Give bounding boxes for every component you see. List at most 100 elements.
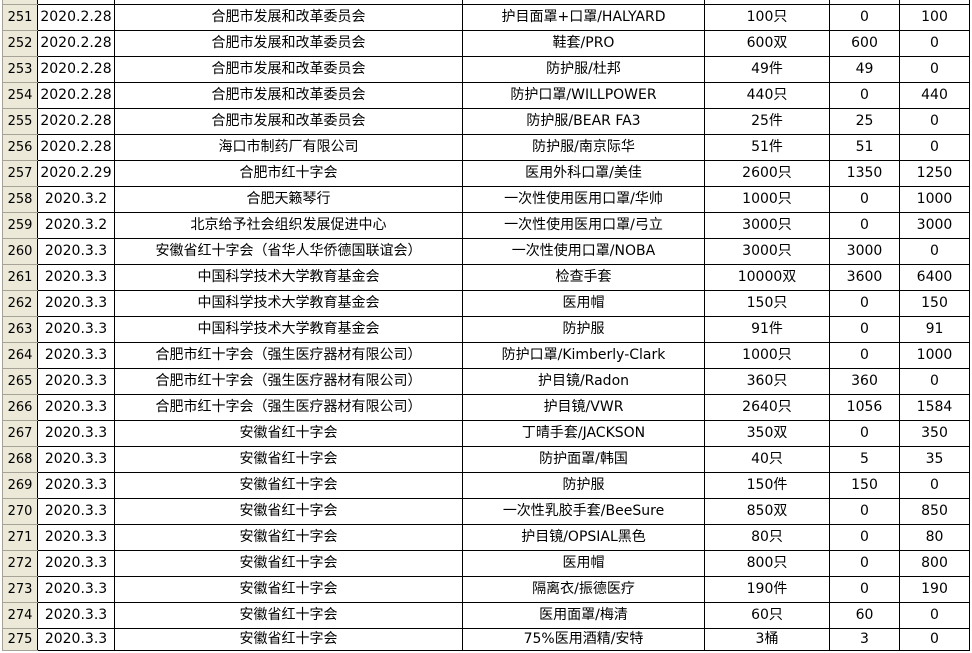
row-number-cell[interactable]: 254 <box>2 81 38 109</box>
date-cell[interactable]: 2020.2.28 <box>37 55 115 83</box>
date-cell[interactable]: 2020.2.28 <box>37 29 115 57</box>
count-a-cell[interactable]: 5 <box>829 445 900 473</box>
item-cell[interactable]: 护目镜/Radon <box>462 367 705 395</box>
count-a-cell[interactable]: 0 <box>829 81 900 109</box>
date-cell[interactable]: 2020.3.3 <box>37 289 115 317</box>
count-a-cell[interactable]: 0 <box>829 549 900 577</box>
quantity-cell[interactable]: 100只 <box>704 3 830 31</box>
count-a-cell[interactable]: 0 <box>829 419 900 447</box>
row-number-cell[interactable]: 270 <box>2 497 38 525</box>
item-cell[interactable]: 一次性使用医用口罩/华帅 <box>462 185 705 213</box>
quantity-cell[interactable]: 80只 <box>704 523 830 551</box>
donor-cell[interactable]: 安徽省红十字会（省华人华侨德国联谊会） <box>114 237 463 265</box>
item-cell[interactable]: 医用帽 <box>462 289 705 317</box>
row-number-cell[interactable]: 260 <box>2 237 38 265</box>
count-b-cell[interactable]: 35 <box>899 445 970 473</box>
count-a-cell[interactable]: 0 <box>829 575 900 603</box>
donor-cell[interactable]: 安徽省红十字会 <box>114 445 463 473</box>
row-number-cell[interactable]: 265 <box>2 367 38 395</box>
item-cell[interactable]: 防护服/杜邦 <box>462 55 705 83</box>
row-number-cell[interactable]: 275 <box>2 627 38 651</box>
item-cell[interactable]: 医用帽 <box>462 549 705 577</box>
date-cell[interactable]: 2020.2.28 <box>37 107 115 135</box>
item-cell[interactable]: 防护服/南京际华 <box>462 133 705 161</box>
date-cell[interactable]: 2020.3.3 <box>37 393 115 421</box>
quantity-cell[interactable]: 350双 <box>704 419 830 447</box>
count-a-cell[interactable]: 49 <box>829 55 900 83</box>
row-number-cell[interactable]: 251 <box>2 3 38 31</box>
date-cell[interactable]: 2020.3.3 <box>37 445 115 473</box>
date-cell[interactable]: 2020.3.3 <box>37 627 115 651</box>
row-number-cell[interactable]: 269 <box>2 471 38 499</box>
item-cell[interactable]: 护目面罩+口罩/HALYARD <box>462 3 705 31</box>
quantity-cell[interactable]: 150件 <box>704 471 830 499</box>
count-b-cell[interactable]: 91 <box>899 315 970 343</box>
date-cell[interactable]: 2020.3.3 <box>37 471 115 499</box>
item-cell[interactable]: 一次性使用医用口罩/弓立 <box>462 211 705 239</box>
quantity-cell[interactable]: 1000只 <box>704 341 830 369</box>
count-b-cell[interactable]: 0 <box>899 133 970 161</box>
quantity-cell[interactable]: 3桶 <box>704 627 830 651</box>
count-b-cell[interactable]: 80 <box>899 523 970 551</box>
count-b-cell[interactable]: 440 <box>899 81 970 109</box>
date-cell[interactable]: 2020.3.3 <box>37 575 115 603</box>
row-number-cell[interactable]: 272 <box>2 549 38 577</box>
count-a-cell[interactable]: 0 <box>829 289 900 317</box>
date-cell[interactable]: 2020.2.28 <box>37 133 115 161</box>
item-cell[interactable]: 防护面罩/韩国 <box>462 445 705 473</box>
quantity-cell[interactable]: 2600只 <box>704 159 830 187</box>
row-number-cell[interactable]: 263 <box>2 315 38 343</box>
count-b-cell[interactable]: 1584 <box>899 393 970 421</box>
quantity-cell[interactable]: 1000只 <box>704 185 830 213</box>
quantity-cell[interactable]: 51件 <box>704 133 830 161</box>
count-b-cell[interactable]: 190 <box>899 575 970 603</box>
count-a-cell[interactable]: 150 <box>829 471 900 499</box>
count-b-cell[interactable]: 3000 <box>899 211 970 239</box>
row-number-cell[interactable]: 271 <box>2 523 38 551</box>
donor-cell[interactable]: 合肥市发展和改革委员会 <box>114 81 463 109</box>
item-cell[interactable]: 隔离衣/振德医疗 <box>462 575 705 603</box>
count-b-cell[interactable]: 0 <box>899 627 970 651</box>
row-number-cell[interactable]: 267 <box>2 419 38 447</box>
count-b-cell[interactable]: 0 <box>899 601 970 629</box>
count-b-cell[interactable]: 0 <box>899 107 970 135</box>
count-a-cell[interactable]: 25 <box>829 107 900 135</box>
count-a-cell[interactable]: 51 <box>829 133 900 161</box>
quantity-cell[interactable]: 40只 <box>704 445 830 473</box>
count-a-cell[interactable]: 0 <box>829 341 900 369</box>
donor-cell[interactable]: 安徽省红十字会 <box>114 497 463 525</box>
quantity-cell[interactable]: 49件 <box>704 55 830 83</box>
donor-cell[interactable]: 合肥市红十字会（强生医疗器材有限公司） <box>114 341 463 369</box>
count-b-cell[interactable]: 0 <box>899 367 970 395</box>
count-b-cell[interactable]: 1000 <box>899 185 970 213</box>
date-cell[interactable]: 2020.2.28 <box>37 3 115 31</box>
count-a-cell[interactable]: 1350 <box>829 159 900 187</box>
count-a-cell[interactable]: 600 <box>829 29 900 57</box>
quantity-cell[interactable]: 150只 <box>704 289 830 317</box>
count-b-cell[interactable]: 0 <box>899 237 970 265</box>
donor-cell[interactable]: 安徽省红十字会 <box>114 575 463 603</box>
row-number-cell[interactable]: 255 <box>2 107 38 135</box>
quantity-cell[interactable]: 2640只 <box>704 393 830 421</box>
donor-cell[interactable]: 北京给予社会组织发展促进中心 <box>114 211 463 239</box>
date-cell[interactable]: 2020.3.3 <box>37 549 115 577</box>
item-cell[interactable]: 丁晴手套/JACKSON <box>462 419 705 447</box>
item-cell[interactable]: 一次性乳胶手套/BeeSure <box>462 497 705 525</box>
count-b-cell[interactable]: 100 <box>899 3 970 31</box>
date-cell[interactable]: 2020.3.3 <box>37 367 115 395</box>
item-cell[interactable]: 75%医用酒精/安特 <box>462 627 705 651</box>
donor-cell[interactable]: 合肥市发展和改革委员会 <box>114 107 463 135</box>
item-cell[interactable]: 防护服/BEAR FA3 <box>462 107 705 135</box>
item-cell[interactable]: 防护服 <box>462 315 705 343</box>
date-cell[interactable]: 2020.3.3 <box>37 341 115 369</box>
date-cell[interactable]: 2020.3.3 <box>37 523 115 551</box>
count-a-cell[interactable]: 3 <box>829 627 900 651</box>
quantity-cell[interactable]: 3000只 <box>704 237 830 265</box>
item-cell[interactable]: 护目镜/VWR <box>462 393 705 421</box>
date-cell[interactable]: 2020.3.2 <box>37 211 115 239</box>
quantity-cell[interactable]: 850双 <box>704 497 830 525</box>
date-cell[interactable]: 2020.3.3 <box>37 497 115 525</box>
donor-cell[interactable]: 中国科学技术大学教育基金会 <box>114 315 463 343</box>
quantity-cell[interactable]: 360只 <box>704 367 830 395</box>
date-cell[interactable]: 2020.3.3 <box>37 263 115 291</box>
